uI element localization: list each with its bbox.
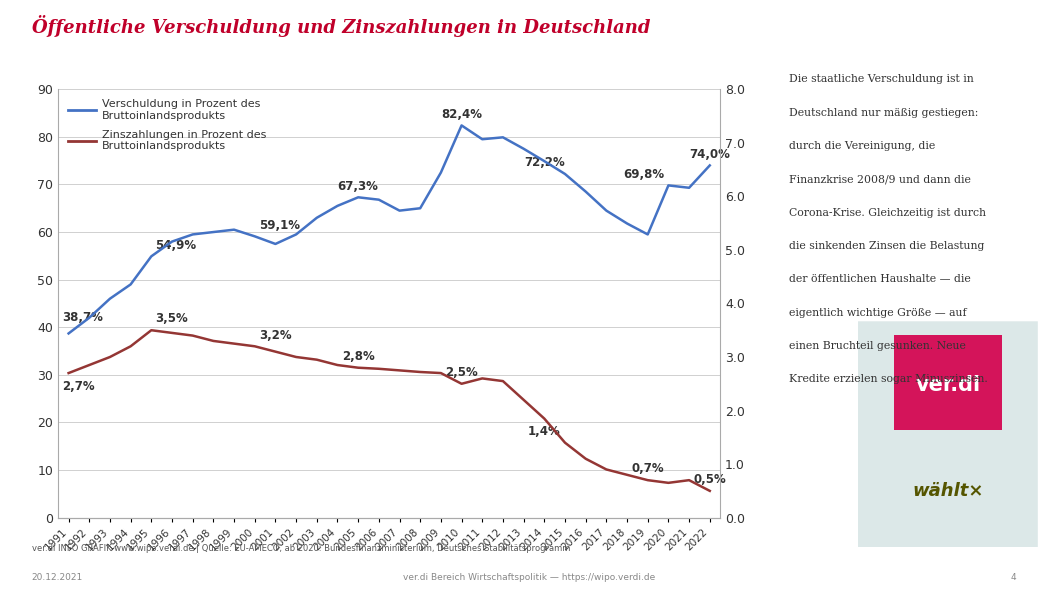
FancyBboxPatch shape: [858, 321, 1038, 547]
Text: ver.di: ver.di: [915, 375, 981, 394]
Text: 2,5%: 2,5%: [445, 366, 478, 379]
Text: 59,1%: 59,1%: [258, 218, 300, 231]
Text: einen Bruchteil gesunken. Neue: einen Bruchteil gesunken. Neue: [789, 341, 966, 351]
Text: 74,0%: 74,0%: [689, 148, 731, 161]
Text: 82,4%: 82,4%: [442, 108, 482, 121]
Text: Öffentliche Verschuldung und Zinszahlungen in Deutschland: Öffentliche Verschuldung und Zinszahlung…: [32, 15, 650, 37]
Text: 2,8%: 2,8%: [342, 350, 375, 363]
Text: der öffentlichen Haushalte — die: der öffentlichen Haushalte — die: [789, 274, 971, 284]
Text: 3,5%: 3,5%: [156, 312, 189, 325]
Text: 2,7%: 2,7%: [62, 380, 95, 393]
Legend: Verschuldung in Prozent des
Bruttoinlandsprodukts, Zinszahlungen in Prozent des
: Verschuldung in Prozent des Bruttoinland…: [64, 95, 270, 156]
Text: eigentlich wichtige Größe — auf: eigentlich wichtige Größe — auf: [789, 308, 967, 318]
Text: 20.12.2021: 20.12.2021: [32, 573, 83, 582]
Text: die sinkenden Zinsen die Belastung: die sinkenden Zinsen die Belastung: [789, 241, 984, 251]
Text: Deutschland nur mäßig gestiegen:: Deutschland nur mäßig gestiegen:: [789, 108, 979, 118]
Text: 1,4%: 1,4%: [528, 425, 560, 438]
Text: 0,7%: 0,7%: [631, 462, 664, 475]
Text: 67,3%: 67,3%: [338, 180, 379, 193]
Text: Die staatliche Verschuldung ist in: Die staatliche Verschuldung ist in: [789, 74, 973, 84]
Bar: [894, 335, 1002, 430]
Text: 0,5%: 0,5%: [694, 473, 726, 486]
Text: Finanzkrise 2008/9 und dann die: Finanzkrise 2008/9 und dann die: [789, 174, 971, 184]
Text: ver.di INFO GRAFIK www.wipo.verdi.de | Quelle: EU-AMECO, ab 2020: Bundesfinanzmi: ver.di INFO GRAFIK www.wipo.verdi.de | Q…: [32, 544, 570, 553]
Text: wählt×: wählt×: [912, 482, 984, 500]
Text: 3,2%: 3,2%: [258, 328, 291, 342]
Text: 54,9%: 54,9%: [156, 239, 197, 252]
Text: ver.di Bereich Wirtschaftspolitik — https://wipo.verdi.de: ver.di Bereich Wirtschaftspolitik — http…: [403, 573, 656, 582]
Text: 69,8%: 69,8%: [623, 168, 664, 181]
Text: Kredite erzielen sogar Minuszinsen.: Kredite erzielen sogar Minuszinsen.: [789, 374, 988, 384]
Text: 72,2%: 72,2%: [524, 156, 564, 169]
Text: durch die Vereinigung, die: durch die Vereinigung, die: [789, 141, 935, 151]
Text: 4: 4: [1011, 573, 1017, 582]
Text: Corona-Krise. Gleichzeitig ist durch: Corona-Krise. Gleichzeitig ist durch: [789, 208, 986, 218]
Text: 38,7%: 38,7%: [62, 311, 104, 324]
